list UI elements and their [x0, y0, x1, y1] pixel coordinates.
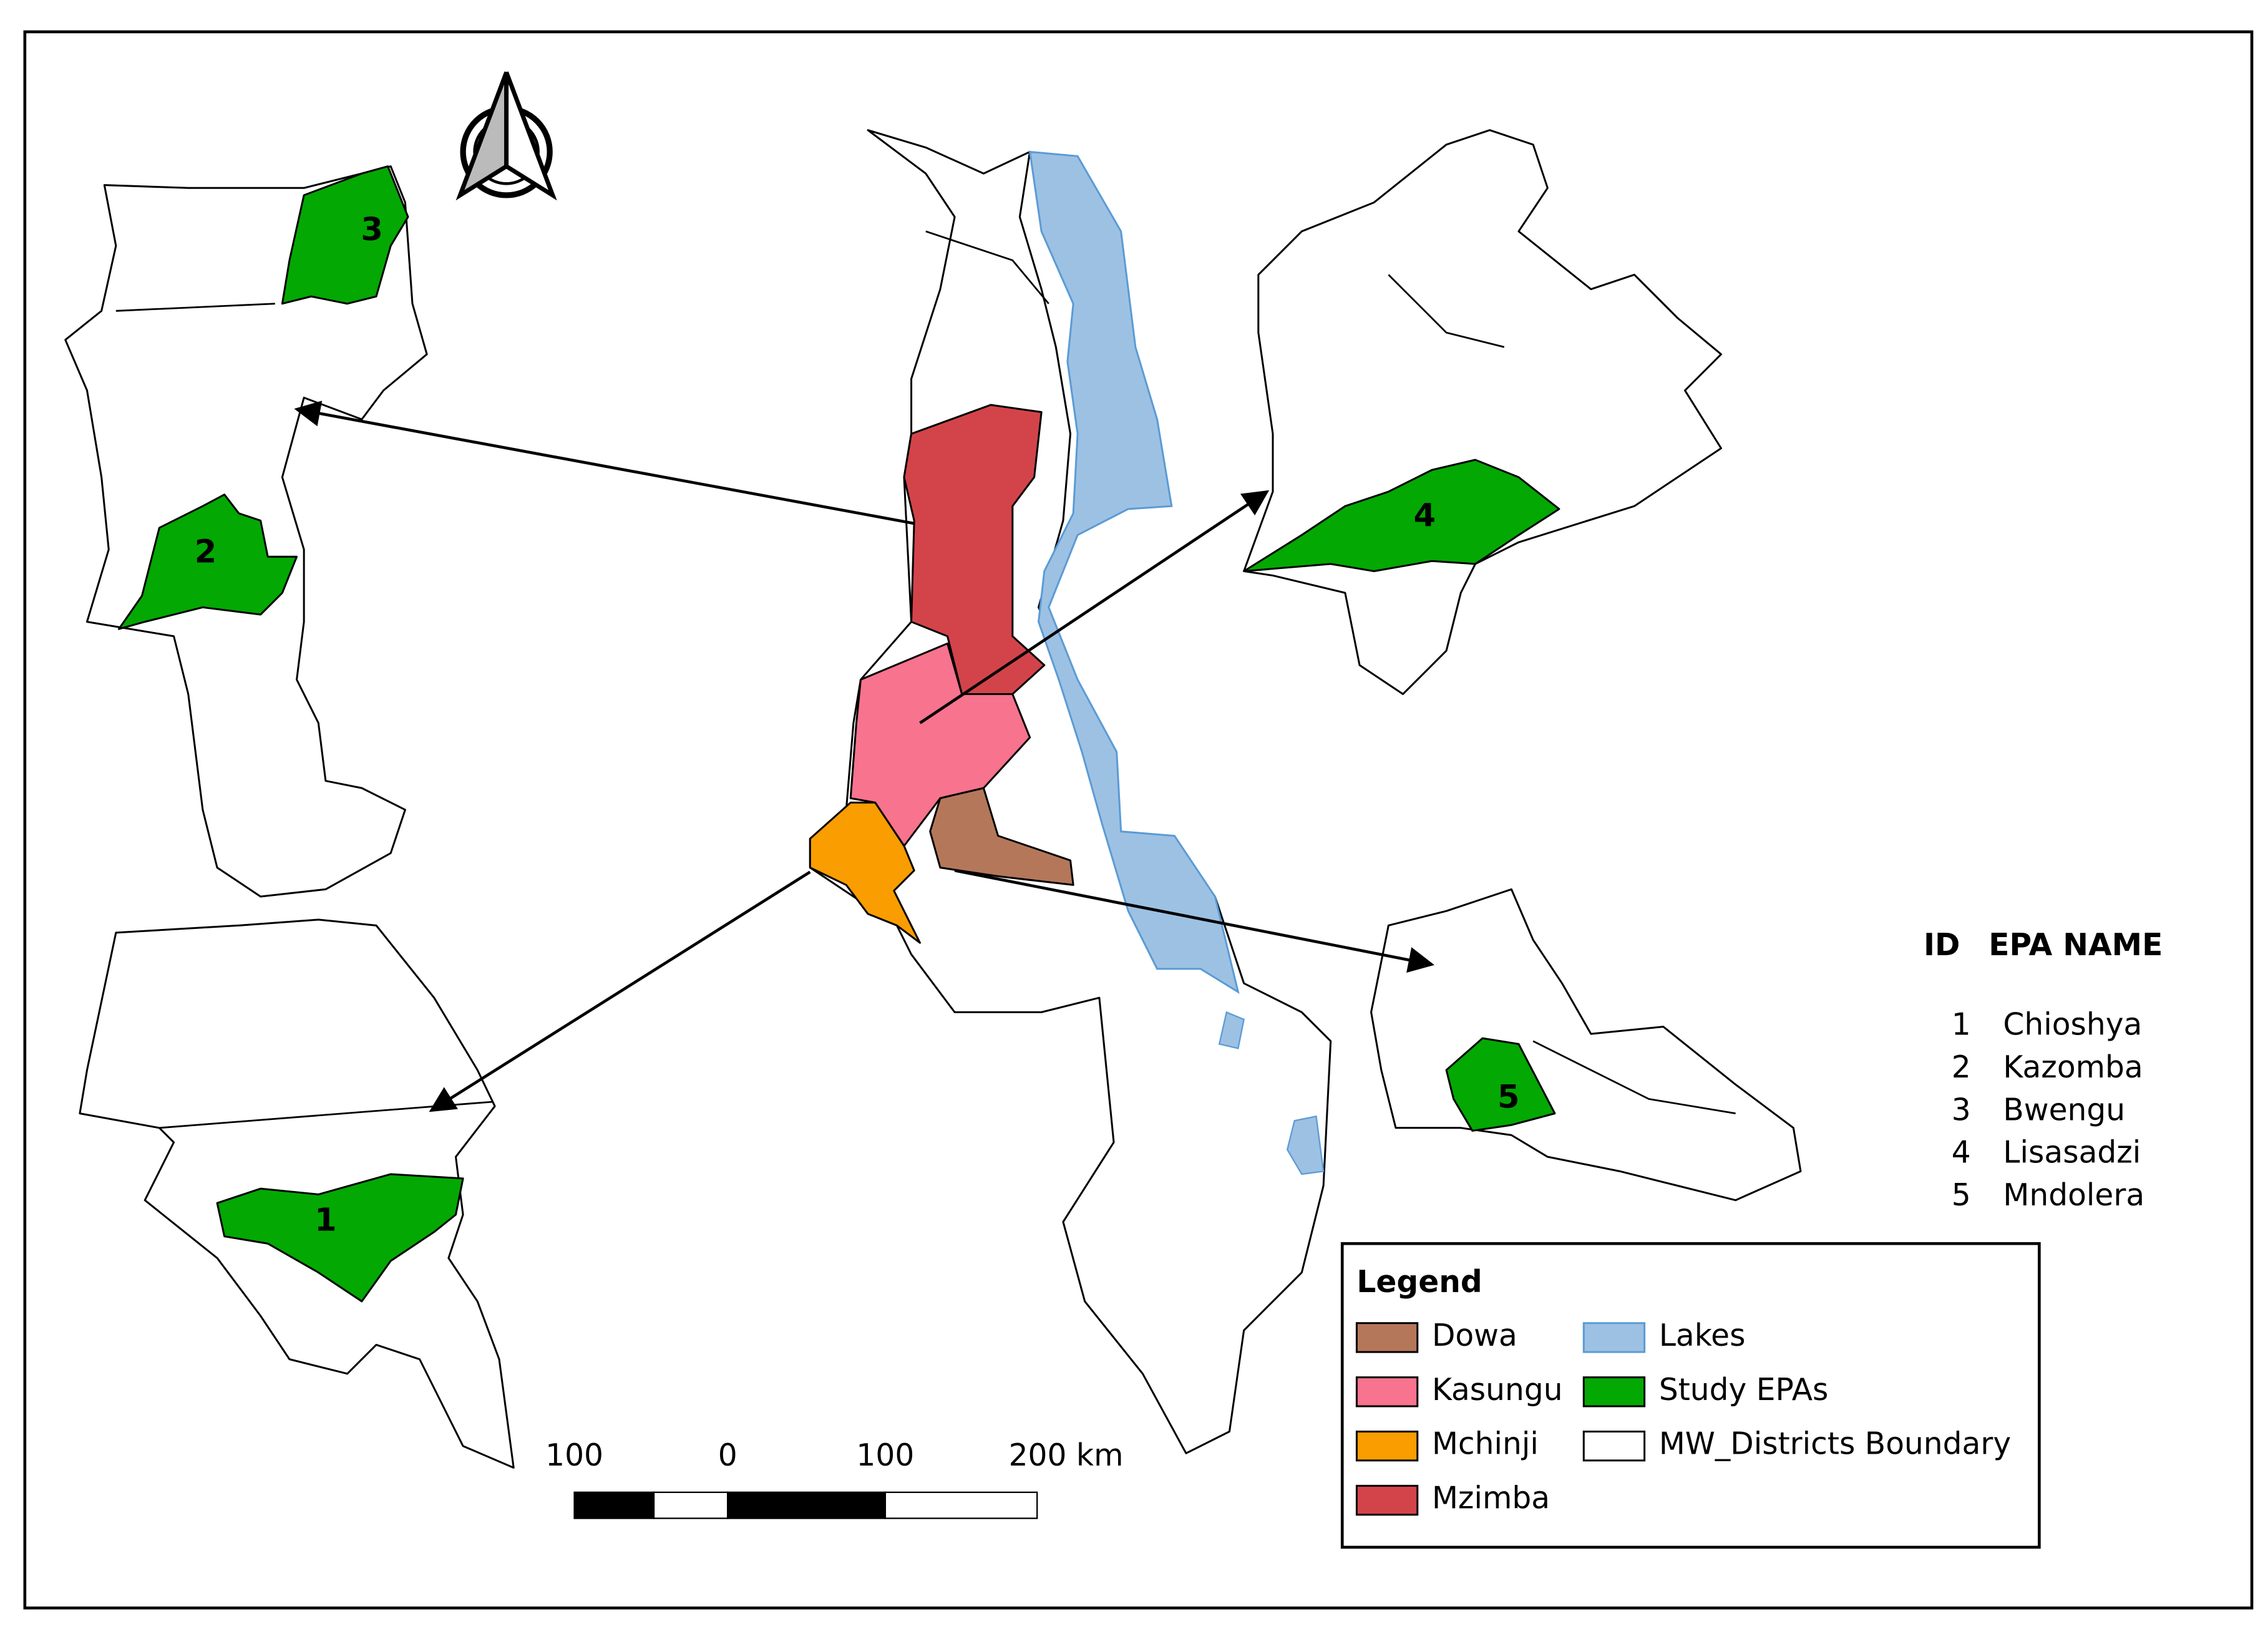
table-header: EPA NAME [1988, 928, 2163, 963]
arrow [429, 870, 811, 1112]
table-name: Bwengu [2003, 1092, 2125, 1127]
scale-label: 0 [718, 1438, 737, 1473]
table-id: 3 [1952, 1092, 1971, 1127]
table-id: 5 [1952, 1178, 1971, 1213]
legend-label: Kasungu [1432, 1373, 1563, 1408]
legend-label: Lakes [1659, 1318, 1746, 1353]
legend-swatch [1582, 1376, 1646, 1408]
scale-label: 200 km [1009, 1438, 1124, 1473]
legend-swatch [1355, 1431, 1419, 1462]
legend-label: Mzimba [1432, 1481, 1550, 1516]
legend-swatch [1582, 1322, 1646, 1353]
legend-label: MW_Districts Boundary [1659, 1427, 2011, 1462]
legend-label: Mchinji [1432, 1427, 1539, 1462]
table-id: 4 [1952, 1136, 1971, 1170]
table-name: Kazomba [2003, 1050, 2143, 1085]
legend-label: Study EPAs [1659, 1373, 1829, 1408]
legend-swatch [1355, 1322, 1419, 1353]
inset-southwest [79, 918, 515, 1469]
table-name: Mndolera [2003, 1178, 2144, 1213]
table-id: 1 [1952, 1008, 1971, 1043]
epa-map-label: 1 [314, 1202, 336, 1238]
table-name: Lisasadzi [2003, 1136, 2141, 1170]
scale-label: 100 [545, 1438, 603, 1473]
malawi-map [809, 129, 1332, 1454]
arrow [294, 401, 915, 525]
epa-map-label: 3 [361, 212, 382, 248]
scale-label: 100 [856, 1438, 914, 1473]
legend-swatch [1355, 1376, 1419, 1408]
legend-title: Legend [1356, 1265, 1482, 1300]
inset-north [64, 165, 428, 898]
north-arrow [455, 71, 557, 201]
arrow [919, 490, 1270, 724]
inset-southeast [1370, 888, 1802, 1202]
legend: Legend Dowa Kasungu Mchinji Mzimba Lakes Stud… [1340, 1242, 2041, 1549]
arrow [954, 868, 1435, 973]
epa-map-label: 5 [1497, 1079, 1519, 1116]
epa-table: ID EPA NAME 1 Chioshya 2 Kazomba 3 Bwengu 4 Lis… [1924, 928, 2163, 1213]
legend-swatch [1355, 1484, 1419, 1516]
map-labels: 1 2 3 4 5 [195, 212, 1520, 1239]
epa-map-label: 4 [1414, 498, 1436, 535]
table-header: ID [1924, 928, 1960, 963]
inset-east [1243, 129, 1722, 696]
legend-label: Dowa [1432, 1318, 1517, 1353]
table-name: Chioshya [2003, 1008, 2142, 1043]
scale-bar: 100 0 100 200 km [545, 1438, 1124, 1519]
table-id: 2 [1952, 1050, 1971, 1085]
legend-swatch [1582, 1431, 1646, 1462]
epa-map-label: 2 [195, 534, 217, 571]
